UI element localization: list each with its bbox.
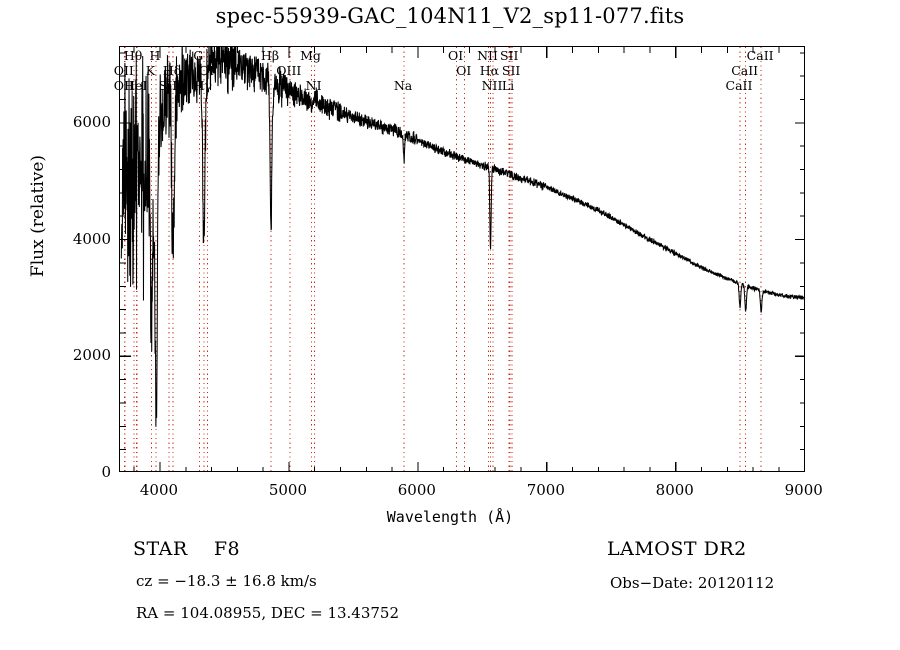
spectral-line-label: Hθ [123, 48, 143, 63]
obs-date: Obs−Date: 20120112 [610, 574, 775, 592]
x-tick-label: 6000 [397, 481, 436, 499]
x-tick-label: 8000 [655, 481, 694, 499]
spectral-line-label: NI [305, 78, 322, 93]
y-tick-label: 4000 [72, 229, 111, 248]
spectral-line-label: SII [499, 48, 519, 63]
spectral-line-label: CaII [725, 78, 753, 93]
spectral-line-label: CaII [731, 63, 759, 78]
survey-label: LAMOST DR2 [607, 538, 747, 560]
spectral-line-label: SII [158, 78, 178, 93]
spectral-line-label: Hδ [162, 63, 182, 78]
spectral-class: F8 [213, 538, 241, 560]
object-type: STAR [133, 538, 188, 560]
x-tick-label: 5000 [268, 481, 307, 499]
y-axis-label: Flux (relative) [28, 154, 48, 278]
x-tick-label: 7000 [526, 481, 565, 499]
y-tick-label: 0 [101, 463, 111, 481]
spectral-line-label: Hβ [260, 48, 280, 63]
spectral-line-label: Hγ [193, 78, 212, 93]
y-tick-label: 6000 [72, 112, 111, 131]
spectral-line-label: Li [501, 78, 515, 93]
spectral-line-label: K [145, 63, 156, 78]
spectral-line-label: Na [393, 78, 413, 93]
y-tick-label: 2000 [72, 346, 111, 365]
spectral-line-label: OIII [276, 63, 302, 78]
spectral-line-label: NII [481, 78, 503, 93]
spectral-line-label: OII [113, 63, 134, 78]
object-type-label: STAR F8 [133, 538, 240, 560]
coordinates: RA = 104.08955, DEC = 13.43752 [136, 604, 400, 622]
plot-area [119, 46, 805, 472]
spectral-line-label: NII [477, 48, 498, 63]
page-title: spec-55939-GAC_104N11_V2_sp11-077.fits [215, 4, 685, 28]
x-axis-label: Wavelength (Å) [386, 508, 514, 526]
spectral-line-label: OI [198, 63, 215, 78]
spectral-line-label: CaII [746, 48, 774, 63]
spectral-line-label: HeI [124, 78, 148, 93]
spectral-line-label: H [149, 48, 161, 63]
spectral-line-label: Mg [300, 48, 321, 63]
spectral-line-label: OII [113, 78, 134, 93]
spectral-line-label: G [193, 48, 204, 63]
spectral-line-label: OI [456, 63, 472, 78]
x-tick-label: 9000 [784, 481, 823, 499]
cz-value: cz = −18.3 ± 16.8 km/s [136, 572, 317, 590]
x-tick-label: 4000 [139, 481, 179, 499]
spectrum-svg [120, 47, 804, 471]
spectral-line-label: Hα [479, 63, 500, 78]
spectral-line-label: OI [447, 48, 464, 63]
spectral-line-label: SII [501, 63, 521, 78]
